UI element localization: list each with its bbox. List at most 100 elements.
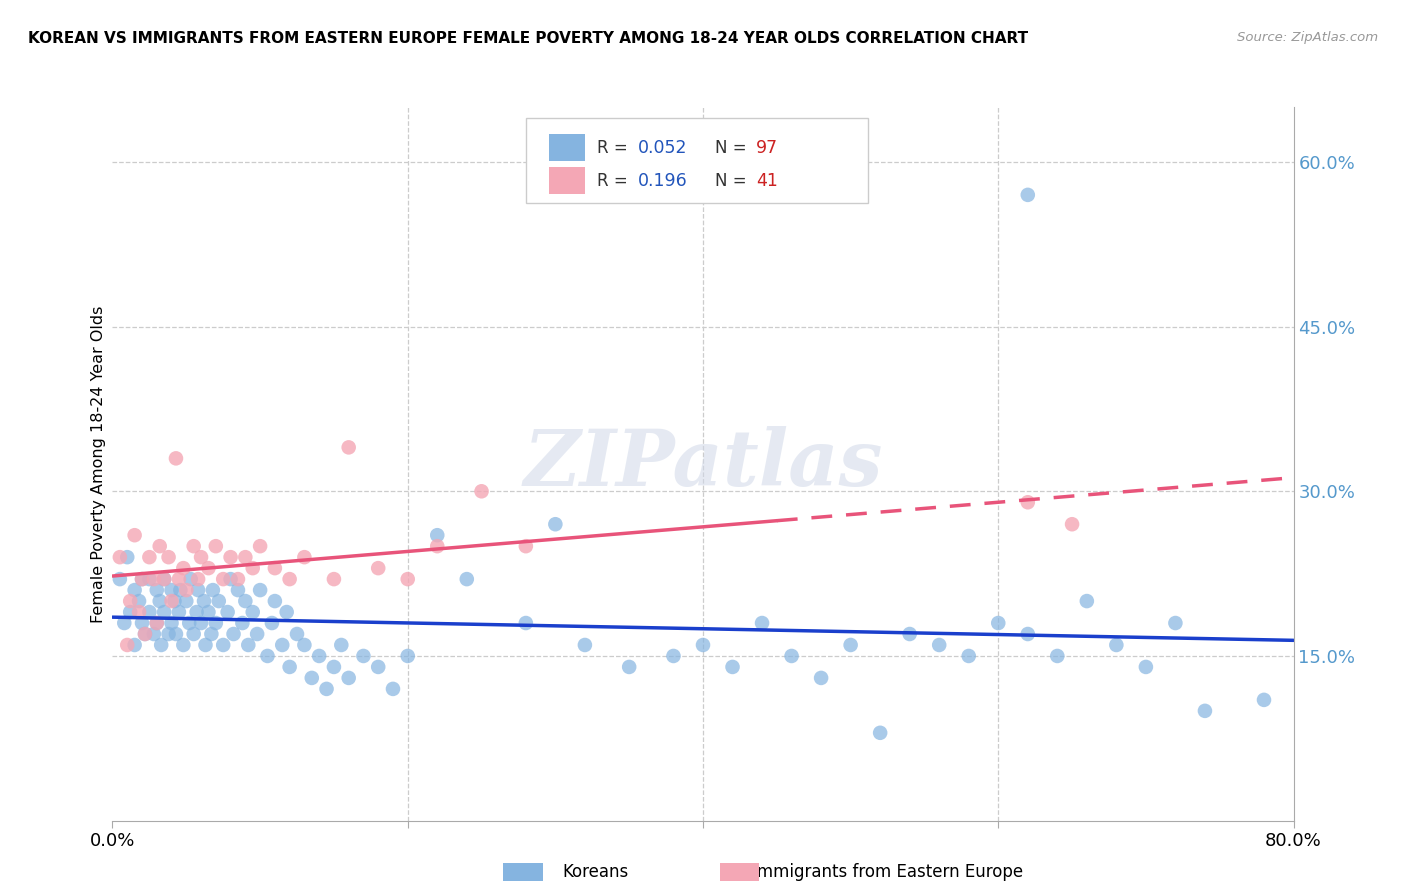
- Point: [233, 550, 256, 565]
- Point: [1194, 704, 1216, 718]
- Point: [898, 627, 921, 641]
- Point: [246, 627, 269, 641]
- Point: [260, 615, 283, 630]
- Point: [574, 638, 596, 652]
- Point: [146, 583, 169, 598]
- Point: [179, 615, 201, 630]
- Point: [337, 671, 360, 685]
- Point: [721, 660, 744, 674]
- Point: [146, 615, 169, 630]
- Point: [163, 594, 186, 608]
- Text: Source: ZipAtlas.com: Source: ZipAtlas.com: [1237, 31, 1378, 45]
- Point: [165, 627, 187, 641]
- Point: [470, 484, 494, 499]
- Point: [205, 539, 228, 553]
- Point: [174, 583, 197, 598]
- Point: [134, 627, 156, 641]
- Point: [205, 615, 228, 630]
- Point: [426, 528, 449, 542]
- Point: [128, 605, 150, 619]
- Point: [226, 572, 249, 586]
- Point: [231, 615, 253, 630]
- Point: [1017, 627, 1039, 641]
- Point: [1105, 638, 1128, 652]
- Point: [194, 638, 217, 652]
- Point: [249, 539, 271, 553]
- Point: [869, 726, 891, 740]
- Point: [190, 550, 212, 565]
- Point: [1046, 648, 1069, 663]
- Point: [1076, 594, 1098, 608]
- Point: [167, 572, 190, 586]
- Point: [117, 638, 138, 652]
- Point: [1062, 517, 1084, 532]
- Point: [149, 594, 172, 608]
- Point: [108, 550, 131, 565]
- Point: [780, 648, 803, 663]
- Text: 97: 97: [756, 139, 779, 157]
- Point: [165, 451, 187, 466]
- Point: [308, 648, 330, 663]
- Text: 0.052: 0.052: [638, 139, 688, 157]
- Point: [187, 572, 209, 586]
- Point: [515, 539, 537, 553]
- Point: [142, 572, 165, 586]
- Point: [839, 638, 862, 652]
- Point: [515, 615, 537, 630]
- Point: [117, 550, 138, 565]
- Point: [193, 594, 215, 608]
- Text: KOREAN VS IMMIGRANTS FROM EASTERN EUROPE FEMALE POVERTY AMONG 18-24 YEAR OLDS CO: KOREAN VS IMMIGRANTS FROM EASTERN EUROPE…: [28, 31, 1028, 46]
- Point: [1253, 693, 1275, 707]
- Point: [292, 638, 315, 652]
- Point: [131, 572, 153, 586]
- Point: [212, 572, 235, 586]
- Point: [367, 660, 389, 674]
- Point: [751, 615, 773, 630]
- Bar: [550, 134, 585, 161]
- Point: [169, 583, 191, 598]
- Point: [142, 627, 165, 641]
- Point: [219, 550, 242, 565]
- Point: [219, 572, 242, 586]
- Point: [153, 572, 176, 586]
- Point: [183, 627, 205, 641]
- Point: [256, 648, 278, 663]
- Point: [264, 594, 287, 608]
- Point: [1164, 615, 1187, 630]
- Point: [208, 594, 231, 608]
- Point: [1017, 495, 1039, 509]
- Point: [149, 539, 172, 553]
- Point: [131, 572, 153, 586]
- Text: Immigrants from Eastern Europe: Immigrants from Eastern Europe: [752, 863, 1024, 881]
- FancyBboxPatch shape: [526, 118, 869, 203]
- Point: [662, 648, 685, 663]
- Point: [112, 615, 135, 630]
- Point: [242, 561, 264, 575]
- Point: [301, 671, 323, 685]
- Point: [120, 594, 142, 608]
- Text: N =: N =: [714, 139, 752, 157]
- Point: [128, 594, 150, 608]
- Point: [233, 594, 256, 608]
- Point: [619, 660, 641, 674]
- Text: N =: N =: [714, 171, 752, 189]
- Point: [160, 583, 183, 598]
- Point: [242, 605, 264, 619]
- Bar: [550, 167, 585, 194]
- Y-axis label: Female Poverty Among 18-24 Year Olds: Female Poverty Among 18-24 Year Olds: [91, 305, 105, 623]
- Point: [226, 583, 249, 598]
- Text: 0.196: 0.196: [638, 171, 688, 189]
- Point: [810, 671, 832, 685]
- Point: [323, 572, 346, 586]
- Point: [201, 583, 224, 598]
- Point: [138, 572, 160, 586]
- Point: [323, 660, 346, 674]
- Point: [150, 638, 173, 652]
- Point: [153, 572, 176, 586]
- Point: [160, 594, 183, 608]
- Point: [285, 627, 308, 641]
- Point: [396, 572, 419, 586]
- Point: [124, 638, 146, 652]
- Point: [124, 528, 146, 542]
- Point: [426, 539, 449, 553]
